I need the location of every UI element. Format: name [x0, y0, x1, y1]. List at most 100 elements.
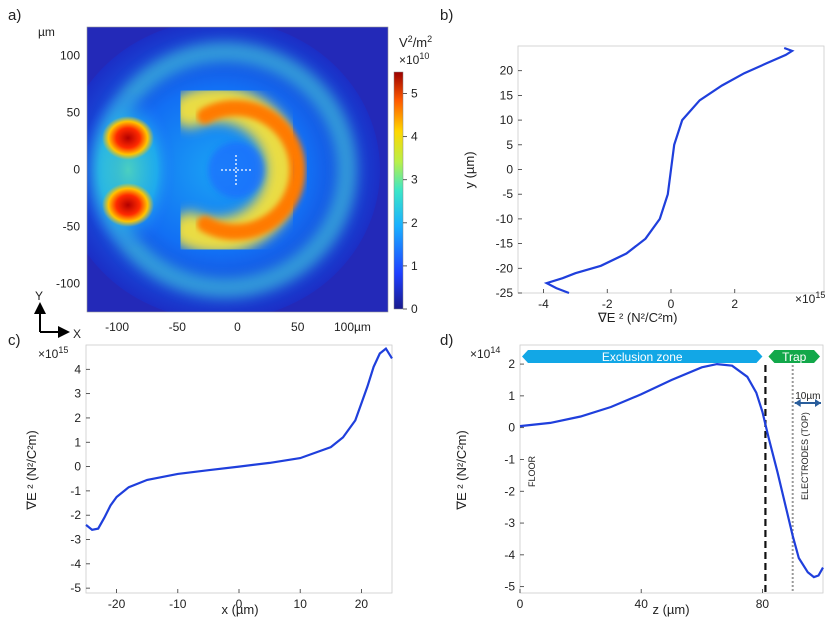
heatmap-arc-core	[197, 100, 306, 240]
heatmap-y-tick-label: 50	[67, 106, 81, 120]
panel-c-frame	[85, 344, 393, 594]
colorbar: 0 1 2 3 4 5 V2/m2 ×1010	[393, 34, 432, 316]
panel-b-y-tick-label: -20	[496, 261, 514, 275]
panel-label-b: b)	[440, 7, 453, 24]
panel-d-x-label: z (µm)	[652, 602, 689, 617]
colorbar-tick-label: 0	[411, 302, 418, 316]
heatmap-y-unit: µm	[38, 25, 55, 39]
heatmap-x-tick-label: -50	[169, 320, 187, 334]
annotation-floor: FLOOR	[527, 455, 537, 487]
annotation-electrodes: ELECTRODES (TOP)	[800, 412, 810, 500]
panel-label-a: a)	[8, 7, 21, 24]
heatmap-x-tick-label: 0	[234, 320, 241, 334]
panel-d-y-tick-label: 0	[508, 421, 515, 435]
panel-d-vlines	[764, 365, 794, 593]
panel-b-x-tick-label: -2	[602, 297, 613, 311]
panel-c-y-tick-label: -3	[70, 533, 81, 547]
panel-c-y-label: ∇E ² (N²/C²m)	[24, 430, 39, 510]
line-chart-panel-d: Exclusion zone Trap 0 40 80 -5 -4 -3 -2 -1 0 1 2 10…	[454, 344, 824, 617]
heatmap-center-dark	[208, 142, 264, 198]
panel-b-x-tick-label: 2	[731, 297, 738, 311]
axis-indicator-y-label: Y	[35, 289, 43, 303]
panel-d-y-tick-label: -3	[504, 516, 515, 530]
zone-banner-exclusion	[522, 350, 763, 363]
panel-label-d: d)	[440, 332, 453, 349]
panel-b-x-scale: ×1015	[795, 290, 825, 306]
heatmap-y-tick-label: -100	[56, 277, 80, 291]
panel-c-x-tick-label: 10	[294, 597, 308, 611]
panel-b-y-tick-label: -10	[496, 212, 514, 226]
panel-c-y-tick-label: 1	[74, 435, 81, 449]
width-marker-arrow-left	[794, 399, 801, 407]
axis-indicator-x-label: X	[73, 327, 81, 341]
heatmap-spot-lower	[102, 183, 154, 227]
panel-d-y-tick-label: -1	[504, 452, 515, 466]
panel-d-y-tick-label: -5	[504, 580, 515, 594]
width-marker-arrow-right	[815, 399, 821, 407]
panel-d-y-tick-label: -4	[504, 548, 515, 562]
panel-b-y-tick-label: -25	[496, 286, 514, 300]
heatmap-x-tick-label: 50	[291, 320, 305, 334]
panel-c-y-scale: ×1015	[38, 345, 68, 361]
panel-b-y-tick-label: -15	[496, 237, 514, 251]
panel-c-x-tick-label: 20	[355, 597, 369, 611]
panel-d-zones: Exclusion zone Trap	[522, 350, 820, 364]
heatmap-x-tick-label: -100	[105, 320, 129, 334]
panel-b-y-tick-label: 15	[500, 88, 514, 102]
panel-b-series-line	[543, 46, 795, 295]
zone-label: Trap	[782, 350, 807, 364]
panel-c-y-tick-label: -1	[70, 484, 81, 498]
colorbar-tick-label: 2	[411, 216, 418, 230]
panel-b-y-label: y (µm)	[462, 151, 477, 188]
heatmap-area	[87, 27, 388, 312]
panel-c-y-tick-label: 4	[74, 362, 81, 376]
panel-d-annotations: 10µm FLOOR ELECTRODES (TOP)	[527, 391, 821, 500]
panel-b-y-tick-label: -5	[502, 187, 513, 201]
panel-b-y-tick-label: 0	[506, 163, 513, 177]
colorbar-scale: ×1010	[399, 51, 429, 67]
panel-c-x-tick-label: 0	[236, 597, 243, 611]
panel-c-x-tick-label: -10	[169, 597, 187, 611]
panel-d-x-tick-label: 40	[635, 597, 649, 611]
panel-d-ticks: 0 40 80 -5 -4 -3 -2 -1 0 1 2	[504, 357, 769, 611]
panel-label-c: c)	[8, 332, 21, 349]
heatmap-x-end-label: 100µm	[334, 320, 371, 334]
colorbar-tick-label: 1	[411, 259, 418, 273]
heatmap-spot-upper	[102, 116, 154, 160]
panel-d-x-tick-label: 80	[756, 597, 770, 611]
colorbar-tick-label: 4	[411, 130, 418, 144]
panel-b-x-tick-label: 0	[668, 297, 675, 311]
panel-c-y-tick-label: 2	[74, 411, 81, 425]
colorbar-ticks: 0 1 2 3 4 5	[403, 87, 418, 316]
zone-banner-trap	[768, 350, 820, 363]
panel-b-y-tick-label: 5	[506, 138, 513, 152]
heatmap-axis-ticks: -100 -50 0 50 -100 -50 0 50 100	[56, 49, 305, 335]
panel-c-y-tick-label: -2	[70, 508, 81, 522]
panel-c-series-line	[85, 346, 393, 531]
heatmap-panel-a: -100 -50 0 50 -100 -50 0 50 100 µm 100µm Y X 0 1 2…	[34, 25, 432, 341]
colorbar-tick-label: 5	[411, 87, 418, 101]
panel-d-x-tick-label: 0	[517, 597, 524, 611]
panel-d-y-label: ∇E ² (N²/C²m)	[454, 430, 469, 510]
panel-d-y-tick-label: 2	[508, 357, 515, 371]
panel-b-y-tick-label: 20	[500, 64, 514, 78]
heatmap-y-tick-label: 0	[73, 163, 80, 177]
width-marker-label: 10µm	[795, 391, 820, 402]
axis-indicator: Y X	[34, 289, 81, 341]
panel-c-y-tick-label: 0	[74, 460, 81, 474]
panel-c-y-tick-label: -4	[70, 557, 81, 571]
panel-d-y-tick-label: -2	[504, 484, 515, 498]
colorbar-gradient	[393, 71, 404, 310]
panel-c-x-tick-label: -20	[108, 597, 126, 611]
zone-label: Exclusion zone	[602, 350, 683, 364]
heatmap-y-tick-label: -50	[63, 220, 81, 234]
panel-b-x-tick-label: -4	[538, 297, 549, 311]
panel-b-x-label: ∇E ² (N²/C²m)	[597, 310, 677, 325]
heatmap-y-tick-label: 100	[60, 49, 80, 63]
panel-c-x-label: x (µm)	[221, 602, 258, 617]
